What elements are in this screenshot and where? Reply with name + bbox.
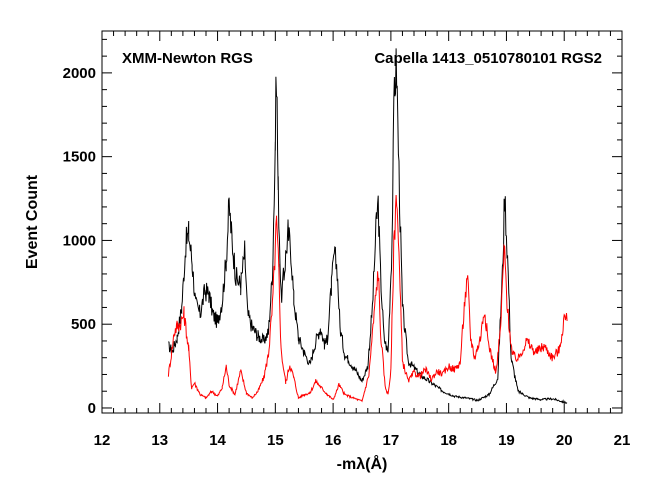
- y-tick-labels: 0 500 1000 1500 2000: [63, 65, 96, 417]
- instrument-annotation: XMM-Newton RGS: [122, 50, 253, 67]
- x-tick-label: 16: [325, 432, 342, 449]
- x-tick-label: 19: [498, 432, 515, 449]
- series-red-line: [167, 194, 568, 403]
- x-tick-label: 21: [614, 432, 631, 449]
- x-tick-label: 18: [440, 432, 457, 449]
- x-tick-label: 13: [151, 432, 168, 449]
- plot-area: [101, 30, 623, 414]
- x-tick-label: 14: [209, 432, 226, 449]
- x-tick-label: 20: [556, 432, 573, 449]
- y-axis-label: Event Count: [24, 174, 41, 269]
- x-tick-label: 15: [267, 432, 284, 449]
- axis-ticks: [101, 31, 623, 413]
- x-tick-label: 12: [94, 432, 111, 449]
- observation-annotation: Capella 1413_0510780101 RGS2: [374, 50, 602, 67]
- y-tick-label: 1000: [63, 232, 96, 249]
- x-tick-label: 17: [383, 432, 400, 449]
- series-black-line: [168, 48, 568, 405]
- y-tick-label: 1500: [63, 149, 96, 166]
- x-tick-labels: 12 13 14 15 16 17 18 19 20 21: [94, 432, 631, 449]
- y-tick-label: 0: [88, 400, 96, 417]
- y-tick-label: 2000: [63, 65, 96, 82]
- x-axis-label: -mλ(Å): [337, 454, 388, 473]
- y-tick-label: 500: [71, 316, 96, 333]
